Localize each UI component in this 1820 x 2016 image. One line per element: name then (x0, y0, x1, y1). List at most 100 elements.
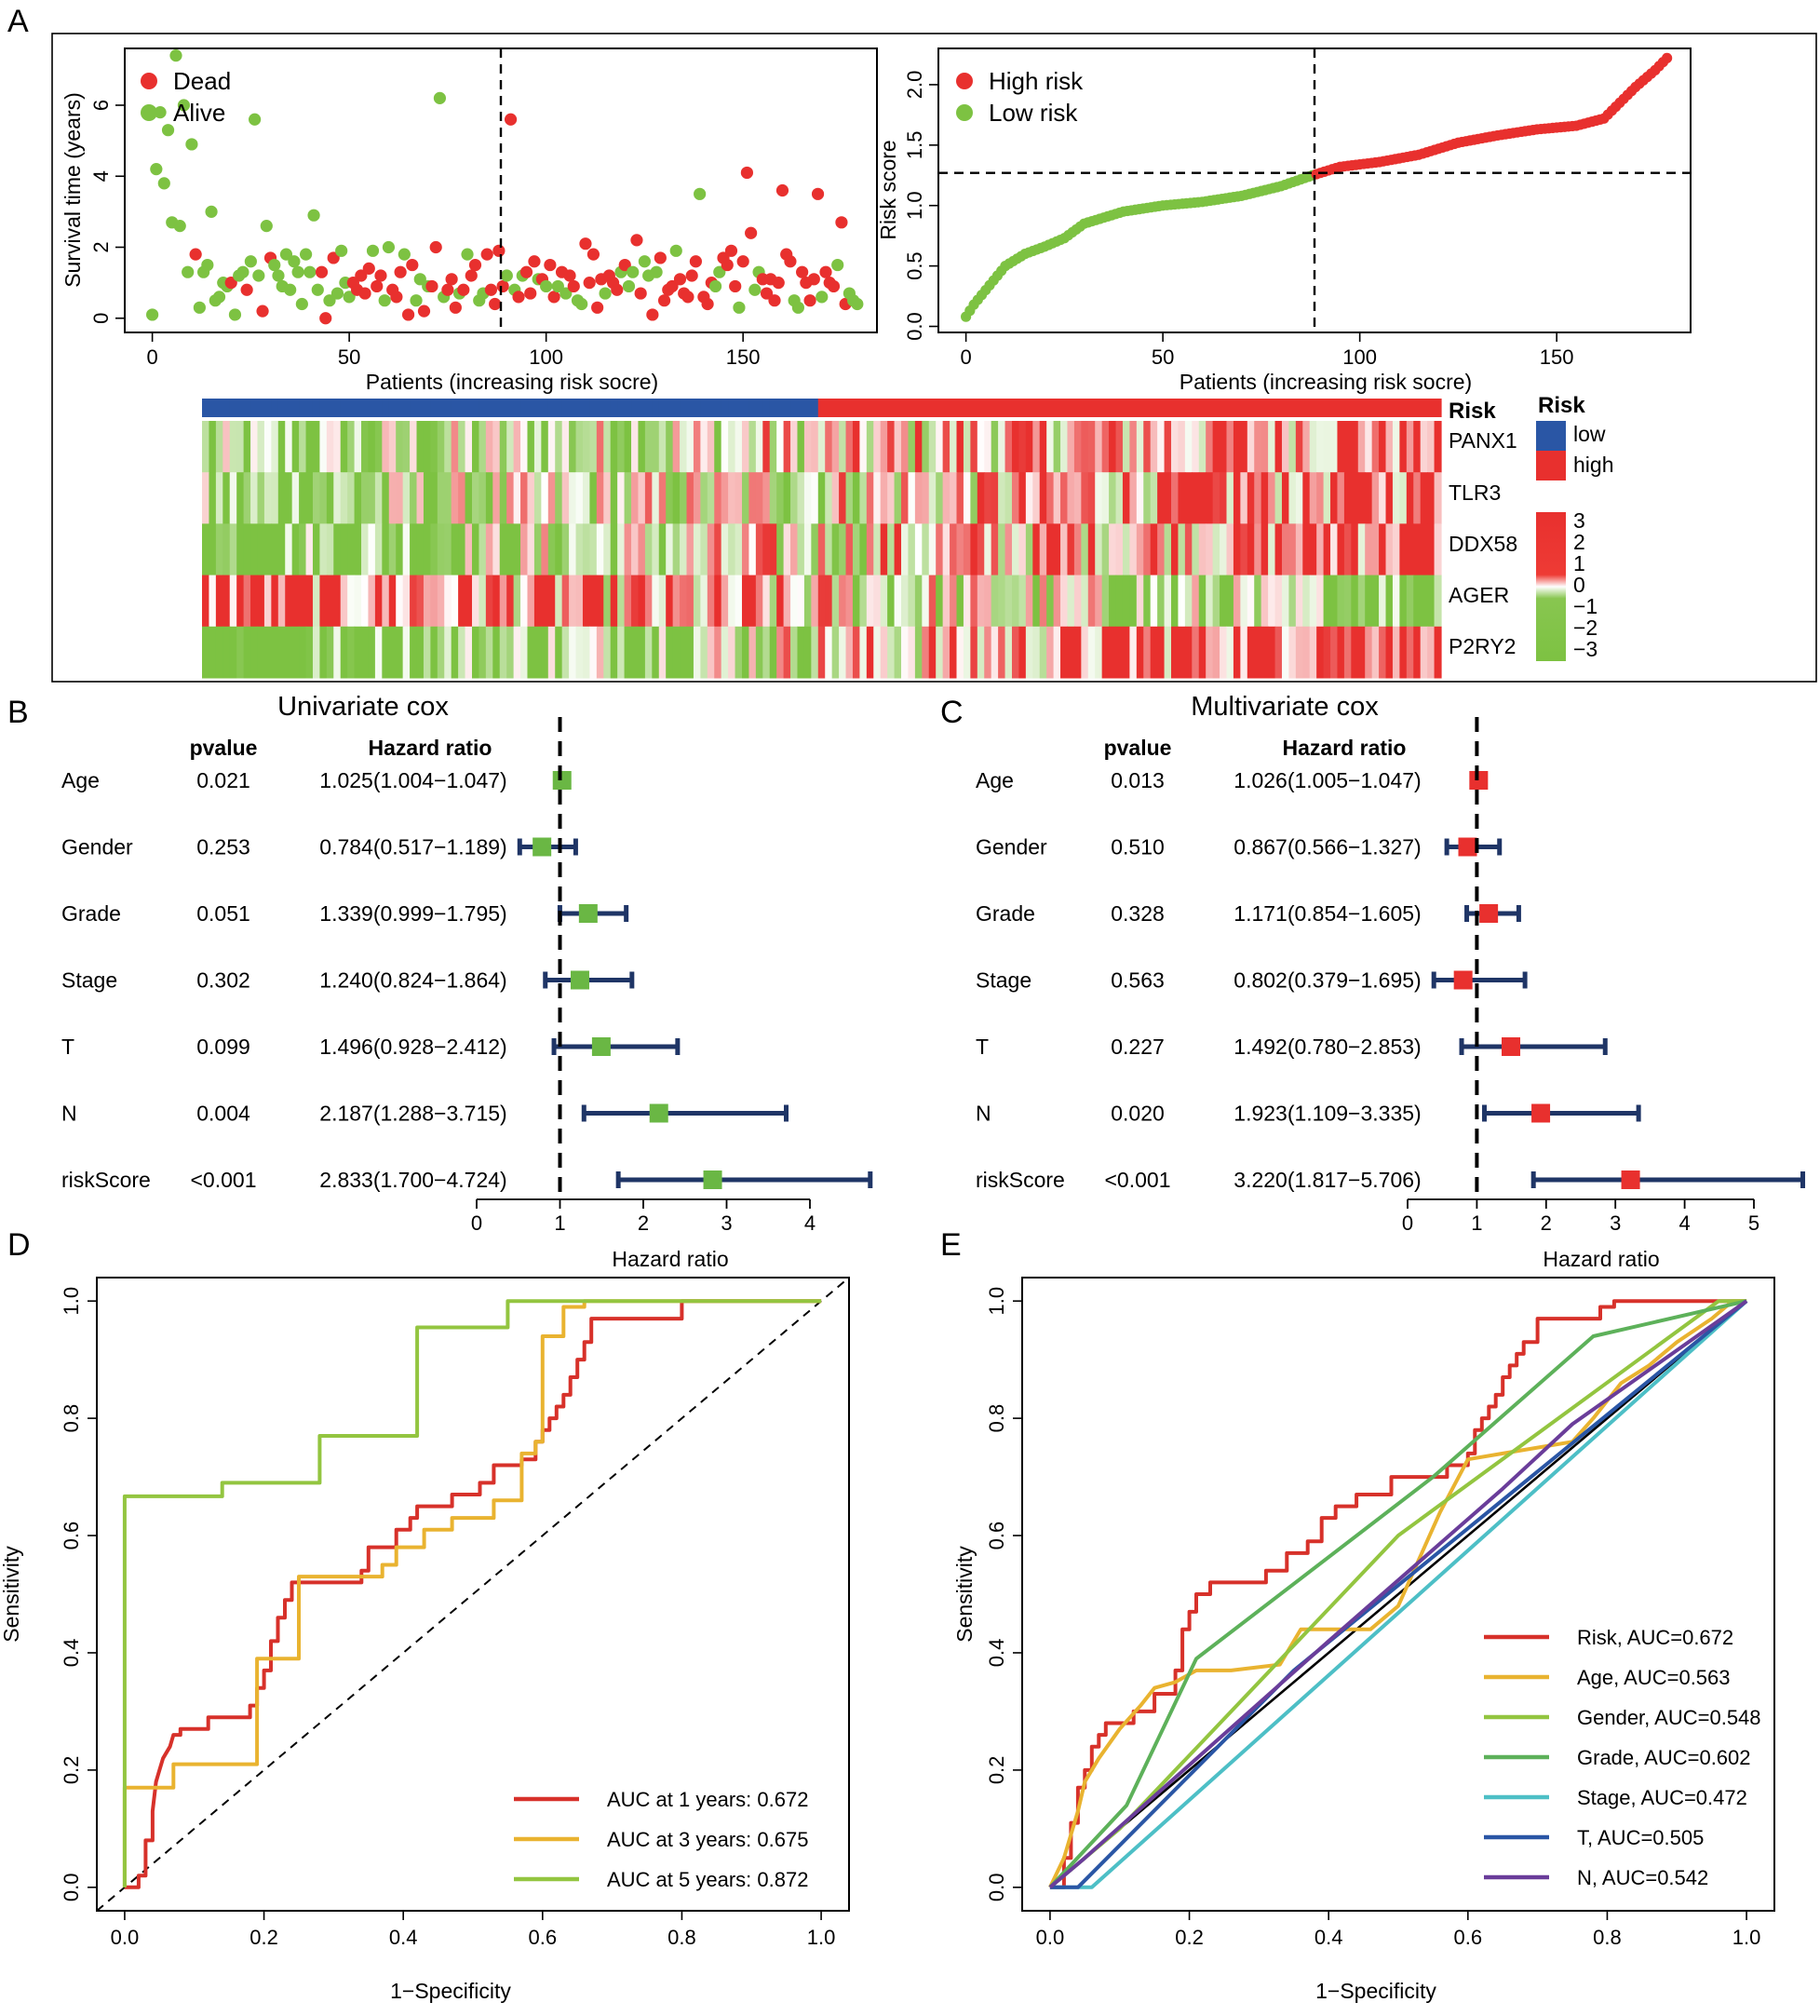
heatmap-cell (1379, 421, 1387, 473)
survival-point-dead (807, 273, 820, 286)
heatmap-cell (666, 472, 674, 524)
heatmap-cell (437, 575, 445, 628)
risk-bar-cell (603, 399, 612, 417)
heatmap-cell (901, 472, 910, 524)
univariate-hr-header: Hazard ratio (369, 736, 492, 760)
heatmap-cell (748, 575, 757, 628)
legend-dead-label: Dead (173, 67, 231, 95)
heatmap-cell (1164, 626, 1172, 679)
roc-time-plot: 0.0 0.2 0.4 0.6 0.8 1.0 0.0 0.2 0.4 0.6 0.8 1.0 1−S… (0, 1277, 850, 2003)
risk-bar-cell (451, 399, 459, 417)
heatmap-cell (984, 421, 992, 473)
heatmap-cell (1434, 421, 1442, 473)
risk-axis-ticks: 0 50 100 150 0.0 0.5 1.0 1.5 2.0 (903, 71, 1574, 369)
risk-bar-cell (1316, 399, 1325, 417)
roc-d-frame (96, 1277, 850, 1912)
heatmap-cell (1226, 626, 1234, 679)
survival-point-dead (745, 226, 758, 239)
survival-point-alive (575, 297, 588, 311)
heatmap-cell (1032, 523, 1041, 576)
heatmap-cell (769, 523, 777, 576)
heatmap-cell (908, 523, 916, 576)
forest-row-label: Stage (61, 968, 117, 993)
heatmap-cell (686, 626, 694, 679)
risk-bar-cell (520, 399, 529, 417)
heatmap-cell (1274, 472, 1283, 524)
heatmap-cell (1192, 472, 1200, 524)
risk-bar-cell (465, 399, 473, 417)
heatmap-cell (693, 523, 701, 576)
heatmap-cell (1413, 472, 1422, 524)
heatmap-cell (1115, 575, 1124, 628)
heatmap-cell (624, 421, 632, 473)
heatmap-cell (1136, 626, 1144, 679)
heatmap-cell (250, 575, 259, 628)
risk-bar-cell (430, 399, 438, 417)
heatmap-cell (555, 575, 563, 628)
roc-legend-label: AUC at 5 years: 0.872 (607, 1868, 808, 1891)
heatmap-cell (686, 421, 694, 473)
heatmap-cell (596, 472, 604, 524)
heatmap-cell (1254, 575, 1262, 628)
heatmap-cell (866, 421, 874, 473)
heatmap-cell (852, 575, 860, 628)
heatmap-cell (582, 421, 591, 473)
heatmap-cell (1143, 421, 1152, 473)
heatmap-cell (1351, 421, 1359, 473)
heatmap-cell (908, 421, 916, 473)
survival-point-dead (586, 248, 600, 261)
heatmap-cell (1046, 626, 1055, 679)
heatmap-cell (894, 421, 902, 473)
heatmap-cell (458, 575, 466, 628)
survival-point-dead (618, 258, 631, 272)
risk-bar-cell (769, 399, 777, 417)
survival-point-alive (382, 240, 396, 254)
heatmap-cell (970, 626, 978, 679)
heatmap-cell (458, 472, 466, 524)
heatmap-cell (1171, 575, 1180, 628)
roc-y-tick-label: 0.0 (60, 1874, 83, 1902)
heatmap-cell (312, 575, 321, 628)
risk-y-tick-label: 0.5 (903, 251, 926, 280)
heatmap-cell (1343, 421, 1352, 473)
heatmap-cell (596, 523, 604, 576)
survival-legend: Dead Alive (141, 67, 231, 127)
heatmap-cell (1240, 523, 1248, 576)
risk-bar-cell (1385, 399, 1394, 417)
heatmap-cell (922, 626, 930, 679)
heatmap-cell (354, 472, 362, 524)
heatmap-cell (250, 421, 259, 473)
heatmap-cell (1171, 523, 1180, 576)
heatmap-cell (811, 472, 819, 524)
heatmap-cell (1115, 626, 1124, 679)
heatmap-cell (499, 523, 507, 576)
heatmap-cell (1004, 626, 1013, 679)
roc-d-y-axis-title: Sensitivity (0, 1546, 23, 1643)
risk-bar-cell (610, 399, 618, 417)
heatmap-cell (769, 575, 777, 628)
heatmap-cell (215, 626, 223, 679)
survival-point-dead (547, 291, 560, 304)
heatmap-cell (374, 575, 383, 628)
heatmap-cell (797, 575, 805, 628)
heatmap-cell (1150, 472, 1158, 524)
risk-bar-cell (1434, 399, 1442, 417)
heatmap-cell (277, 575, 286, 628)
heatmap-cell (1295, 626, 1303, 679)
heatmap-cell (735, 626, 743, 679)
forest-x-tick-label: 0 (471, 1211, 482, 1235)
heatmap-cell (326, 421, 334, 473)
heatmap-cell (236, 626, 245, 679)
heatmap-cell (811, 626, 819, 679)
heatmap-cell (1406, 472, 1414, 524)
risk-bar-cell (1164, 399, 1172, 417)
heatmap-cell (783, 472, 791, 524)
heatmap-cell (202, 421, 210, 473)
heatmap-cell (1247, 472, 1255, 524)
heatmap-cell (547, 523, 556, 576)
heatmap-cell (762, 421, 771, 473)
heatmap-cell (866, 472, 874, 524)
heatmap-cell (617, 421, 626, 473)
risk-bar-cell (1392, 399, 1400, 417)
heatmap-cell (991, 575, 999, 628)
